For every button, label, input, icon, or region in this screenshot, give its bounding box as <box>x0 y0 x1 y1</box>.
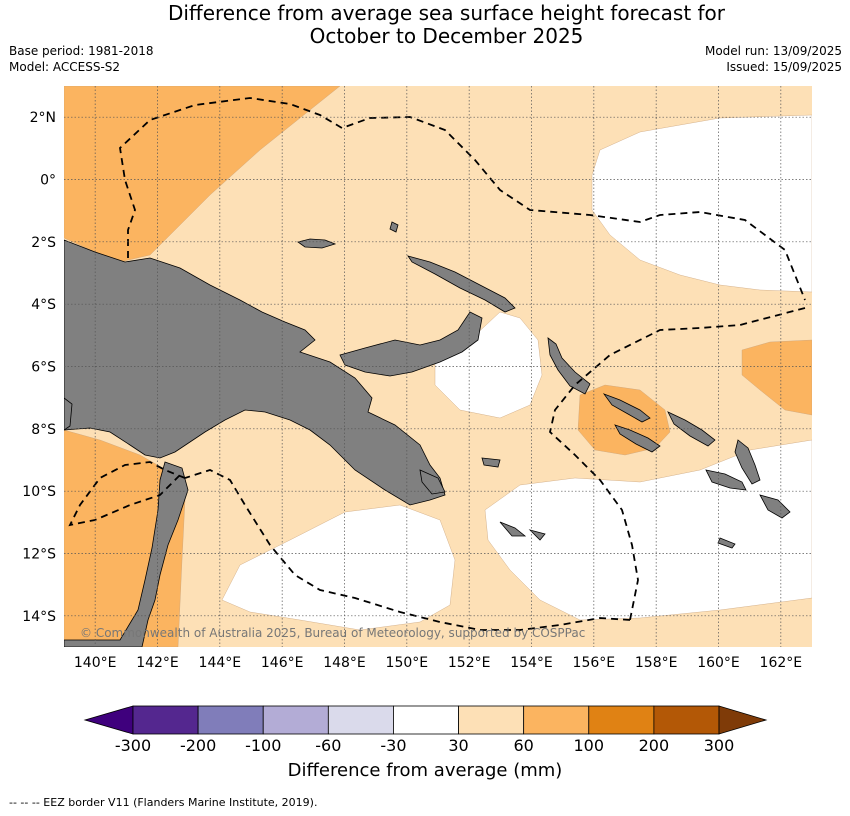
colorbar-label: Difference from average (mm) <box>287 760 563 781</box>
longitude-label: 160°E <box>697 655 740 671</box>
issued-date: Issued: 15/09/2025 <box>726 60 842 74</box>
latitude-label: 6°S <box>31 360 56 376</box>
chart-title: Difference from average sea surface heig… <box>0 2 850 48</box>
latitude-label: 14°S <box>22 609 56 625</box>
meta-right: Model run: 13/09/2025 Issued: 15/09/2025 <box>705 43 842 75</box>
neutral-region-south <box>221 504 456 631</box>
dentrecasteaux-islands <box>419 469 446 495</box>
latitude-label: 8°S <box>31 422 56 438</box>
anomaly-60-100-east <box>741 339 812 416</box>
graticule <box>64 86 812 647</box>
manus-island <box>297 238 337 249</box>
colorbar-tick-label: 30 <box>448 736 468 755</box>
longitude-labels: 140°E 142°E 144°E 146°E 148°E 150°E 152°E 154°E… <box>74 655 802 671</box>
longitude-label: 152°E <box>448 655 491 671</box>
model-run: Model run: 13/09/2025 <box>704 44 842 58</box>
west-coast-fragment <box>64 397 73 431</box>
guadalcanal-island <box>705 469 747 491</box>
makira-island <box>759 494 791 519</box>
new-ireland-island <box>407 255 516 313</box>
longitude-label: 140°E <box>74 655 117 671</box>
longitude-label: 150°E <box>386 655 429 671</box>
latitude-label: 4°S <box>31 297 56 313</box>
eez-footnote: -- -- -- EEZ border V11 (Flanders Marine… <box>9 796 318 809</box>
eez-borders <box>68 97 806 631</box>
colorbar-swatch <box>132 705 199 735</box>
longitude-label: 146°E <box>261 655 304 671</box>
eez-border-west <box>68 461 186 527</box>
colorbar-swatch <box>327 705 394 735</box>
colorbar-swatch <box>197 705 264 735</box>
colorbar-swatch <box>262 705 329 735</box>
base-period: Base period: 1981-2018 <box>9 44 154 58</box>
small-island-north <box>389 221 399 233</box>
colorbar-extend-high <box>718 705 768 735</box>
colorbar-tick-label: 60 <box>513 736 533 755</box>
longitude-label: 158°E <box>635 655 678 671</box>
new-georgia-island <box>614 424 661 453</box>
colorbar-tick-label: 200 <box>639 736 670 755</box>
colorbar-swatch <box>458 705 525 735</box>
copyright-text: © Commonwealth of Australia 2025, Bureau… <box>80 626 585 640</box>
neutral-region-central <box>434 311 543 419</box>
colorbar-swatch <box>393 705 459 735</box>
choiseul-island <box>602 393 651 423</box>
latitude-labels: 2°N 0° 2°S 4°S 6°S 8°S 10°S 12°S 14°S <box>22 110 56 625</box>
meta-left: Base period: 1981-2018 Model: ACCESS-S2 <box>9 43 154 75</box>
latitude-label: 2°S <box>31 235 56 251</box>
model-name: Model: ACCESS-S2 <box>9 60 121 74</box>
colorbar-tick-label: -300 <box>115 736 151 755</box>
new-guinea-landmass <box>64 239 446 506</box>
latitude-label: 2°N <box>30 110 56 126</box>
eez-border-south <box>184 469 631 631</box>
colorbar-tick-label: 300 <box>704 736 735 755</box>
colorbar-swatch <box>523 705 590 735</box>
colorbar-swatch <box>588 705 655 735</box>
rossel-island <box>528 529 546 541</box>
colorbar-tick-label: -30 <box>380 736 406 755</box>
longitude-label: 144°E <box>199 655 242 671</box>
colorbar-tick-label: -100 <box>245 736 281 755</box>
longitude-label: 148°E <box>323 655 366 671</box>
latitude-label: 10°S <box>22 484 56 500</box>
longitude-label: 162°E <box>760 655 803 671</box>
louisiade-island <box>499 521 527 537</box>
neutral-region-northeast <box>591 114 812 293</box>
longitude-label: 156°E <box>573 655 616 671</box>
latitude-label: 12°S <box>22 547 56 563</box>
trobriand-island <box>481 457 501 468</box>
eez-border-east <box>549 307 806 621</box>
new-britain-island <box>339 311 483 377</box>
latitude-label: 0° <box>40 173 56 189</box>
longitude-label: 154°E <box>510 655 553 671</box>
colorbar-extend-low <box>83 705 134 735</box>
malaita-island <box>734 439 761 485</box>
colorbar-tick-label: -200 <box>180 736 216 755</box>
colorbar-tick-label: 100 <box>574 736 605 755</box>
title-line-2: October to December 2025 <box>309 24 584 48</box>
colorbar-swatch <box>653 705 720 735</box>
title-line-1: Difference from average sea surface heig… <box>167 1 726 25</box>
colorbar-tick-label: -60 <box>315 736 341 755</box>
colorbar: -300 -200 -100 -60 -30 30 60 100 200 300 <box>83 705 768 755</box>
longitude-label: 142°E <box>136 655 179 671</box>
